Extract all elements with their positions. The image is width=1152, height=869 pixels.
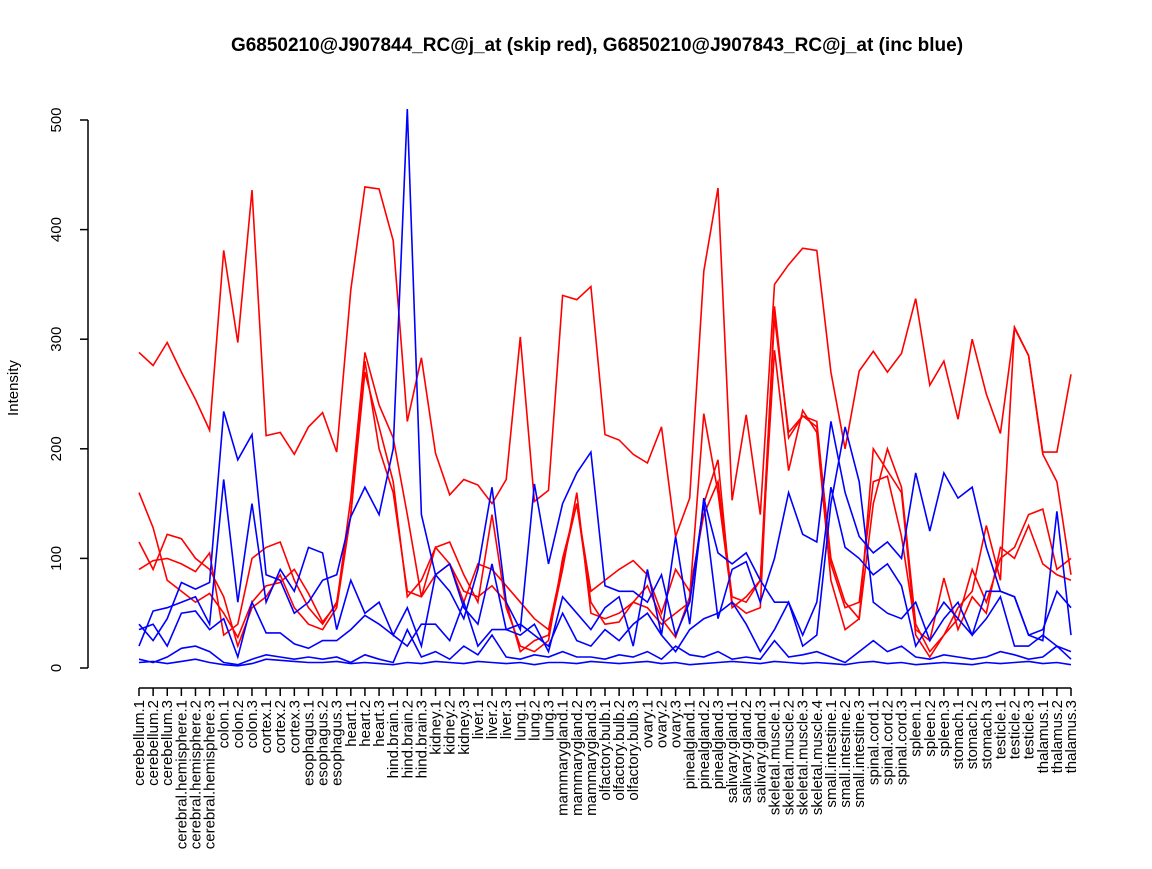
x-tick-label: hind.brain.1 [385,700,402,778]
x-tick-label: testicle.3 [1021,700,1038,759]
x-tick-label: colon.3 [244,700,261,748]
x-tick-label: thalamus.1 [1035,700,1052,773]
x-tick-label: spinal.cord.3 [894,700,911,785]
x-tick-label: spinal.cord.2 [879,700,896,785]
x-tick-label: stomach.3 [978,700,995,769]
x-tick-label: lung.2 [526,700,543,741]
series-line-inc-5 [138,658,1072,667]
x-tick-label: spleen.1 [908,700,925,757]
x-tick-label: salivary.gland.3 [752,700,769,803]
chart-title: G6850210@J907844_RC@j_at (skip red), G68… [231,35,963,56]
x-tick-label: cerebral.hemisphere.3 [202,700,219,849]
x-tick-label: lung.3 [541,700,558,741]
x-tick-label: spleen.3 [936,700,953,757]
x-tick-label: lung.1 [512,700,529,741]
y-axis-label: Intensity [5,360,22,416]
x-tick-label: testicle.1 [992,700,1009,759]
x-tick-label: heart.1 [343,700,360,747]
x-tick-label: cortex.2 [272,700,289,753]
x-tick-label: salivary.gland.2 [738,700,755,803]
x-tick-label: ovary.2 [653,700,670,748]
x-tick-label: salivary.gland.1 [724,700,741,803]
x-tick-label: heart.2 [357,700,374,747]
x-tick-label: mammarygland.3 [583,700,600,816]
series-line-inc-4 [138,627,1072,666]
x-tick-label: ovary.3 [668,700,685,748]
x-tick-label: stomach.1 [950,700,967,769]
y-tick-label: 300 [48,327,65,352]
x-tick-label: olfactory.bulb.2 [611,700,628,801]
series-line-inc-2 [138,479,1072,654]
x-tick-label: cerebellum.3 [159,700,176,786]
x-tick-label: cerebellum.2 [145,700,162,786]
x-tick-label: stomach.2 [964,700,981,769]
x-tick-label: liver.3 [498,700,515,739]
x-tick-label: cortex.3 [286,700,303,753]
x-tick-label: heart.3 [371,700,388,747]
series-line-skip-1 [138,185,1072,537]
x-tick-label: small.intestine.2 [837,700,854,808]
x-tick-label: pinealgland.2 [696,700,713,789]
series-line-inc-3 [138,426,1072,660]
x-tick-label: cerebellum.1 [131,700,148,786]
x-tick-label: small.intestine.1 [823,700,840,808]
x-tick-label: olfactory.bulb.1 [597,700,614,801]
x-tick-label: kidney.1 [428,700,445,755]
y-tick-label: 100 [48,546,65,571]
x-tick-label: colon.2 [230,700,247,748]
x-tick-label: spinal.cord.1 [865,700,882,785]
x-tick-label: olfactory.bulb.3 [625,700,642,801]
x-tick-label: pinealgland.3 [710,700,727,789]
x-tick-label: skeletal.muscle.1 [766,700,783,815]
x-tick-label: cortex.1 [258,700,275,753]
x-tick-label: skeletal.muscle.2 [781,700,798,815]
y-tick-label: 200 [48,436,65,461]
x-tick-label: cerebral.hemisphere.2 [187,700,204,849]
series-line-skip-4 [138,317,1072,643]
x-tick-label: liver.2 [484,700,501,739]
x-tick-label: thalamus.3 [1063,700,1080,773]
series-lines [138,108,1072,667]
x-axis: cerebellum.1cerebellum.2cerebellum.3cere… [131,687,1080,849]
x-tick-label: liver.1 [470,700,487,739]
series-line-inc-1 [138,108,1072,642]
x-tick-label: ovary.1 [639,700,656,748]
x-tick-label: testicle.2 [1007,700,1024,759]
x-tick-label: colon.1 [216,700,233,748]
x-tick-label: kidney.2 [442,700,459,755]
x-tick-label: cerebral.hemisphere.1 [173,700,190,849]
y-axis: 0 100 200 300 400 500 [48,107,89,672]
x-tick-label: kidney.3 [456,700,473,755]
x-tick-label: esophagus.3 [329,700,346,786]
y-tick-label: 400 [48,217,65,242]
x-tick-label: small.intestine.3 [851,700,868,808]
x-tick-label: esophagus.1 [300,700,317,786]
series-line-skip-2 [138,306,1072,654]
x-tick-label: mammarygland.1 [555,700,572,816]
x-tick-label: thalamus.2 [1049,700,1066,773]
x-tick-label: hind.brain.3 [413,700,430,778]
x-tick-label: pinealgland.1 [682,700,699,789]
x-tick-label: hind.brain.2 [399,700,416,778]
x-tick-label: esophagus.2 [315,700,332,786]
x-tick-label: mammarygland.2 [569,700,586,816]
x-tick-label: spleen.2 [922,700,939,757]
x-tick-label: skeletal.muscle.3 [795,700,812,815]
x-tick-label: skeletal.muscle.4 [809,700,826,815]
y-tick-label: 0 [48,664,65,672]
y-tick-label: 500 [48,107,65,132]
series-line-skip-3 [138,350,1072,659]
